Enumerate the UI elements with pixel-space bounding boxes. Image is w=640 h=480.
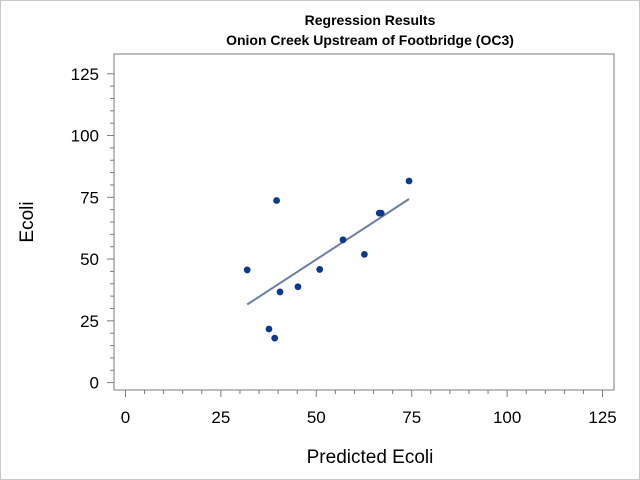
y-tick-label: 125 xyxy=(71,65,99,84)
data-point xyxy=(276,288,284,296)
x-tick-label: 25 xyxy=(211,408,230,427)
data-point xyxy=(273,197,280,204)
y-tick-label: 0 xyxy=(90,374,99,393)
points-layer xyxy=(243,177,413,342)
y-tick-label: 100 xyxy=(71,127,99,146)
data-point xyxy=(360,250,368,258)
regression-fit-line xyxy=(246,198,410,306)
data-point xyxy=(294,283,302,291)
data-point xyxy=(265,325,273,333)
y-axis: 0 25 50 75 100 125 xyxy=(71,65,114,393)
x-tick-label: 75 xyxy=(402,408,421,427)
fit-line-layer xyxy=(246,198,410,306)
x-tick-label: 50 xyxy=(307,408,326,427)
data-point xyxy=(243,266,251,274)
data-point xyxy=(316,266,324,273)
x-axis: 0 25 50 75 100 125 xyxy=(121,390,617,427)
y-axis-label: Ecoli xyxy=(17,201,38,242)
data-point xyxy=(377,209,385,217)
data-point xyxy=(271,334,279,342)
chart-title: Regression Results xyxy=(305,12,436,28)
data-point xyxy=(405,177,413,185)
x-axis-label: Predicted Ecoli xyxy=(307,447,434,468)
x-tick-label: 100 xyxy=(493,408,521,427)
y-tick-label: 75 xyxy=(80,188,99,207)
y-tick-label: 25 xyxy=(80,312,99,331)
y-tick-label: 50 xyxy=(80,250,99,269)
x-tick-label: 125 xyxy=(588,408,616,427)
data-point xyxy=(339,236,347,244)
x-tick-label: 0 xyxy=(121,408,130,427)
chart-subtitle: Onion Creek Upstream of Footbridge (OC3) xyxy=(226,32,514,48)
plot-area xyxy=(113,53,615,391)
